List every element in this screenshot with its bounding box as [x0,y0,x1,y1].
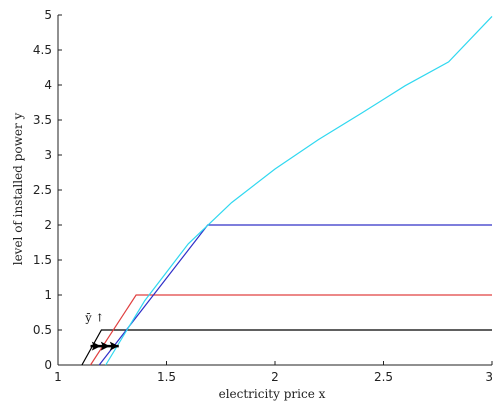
y-tick-label: 3.5 [33,113,52,127]
arrow-head [100,341,110,351]
y-tick-label: 0.5 [33,323,52,337]
y-tick-label: 3 [44,148,52,162]
y-axis-label: level of installed power y [11,113,25,266]
arrow-head [109,341,119,351]
x-axis-label: electricity price x [219,387,326,401]
y-tick-label: 2 [44,218,52,232]
x-tick-label: 1 [54,370,62,384]
y-tick-label: 1.5 [33,253,52,267]
y-tick-label: 4 [44,78,52,92]
x-tick-label: 3 [485,370,493,384]
x-tick-label: 1.5 [157,370,176,384]
annotation-label: ȳ ↑ [84,312,104,325]
y-tick-label: 1 [44,288,52,302]
series-line-2 [89,294,492,366]
y-tick-label: 0 [44,358,52,372]
series-line-1 [81,329,492,366]
series-layer [81,15,493,366]
x-tick-label: 2 [271,370,279,384]
y-tick-label: 5 [44,8,52,22]
x-tick-label: 2.5 [374,370,393,384]
annotation-layer: ȳ ↑ [84,312,119,351]
axes: 0 0.5 1 1.5 2 2.5 3 3.5 4 4.5 5 1 1.5 2 2.5 3 [33,8,493,384]
series-line-4 [105,15,493,366]
arrow-head [91,341,101,351]
y-tick-label: 4.5 [33,43,52,57]
y-tick-label: 2.5 [33,183,52,197]
